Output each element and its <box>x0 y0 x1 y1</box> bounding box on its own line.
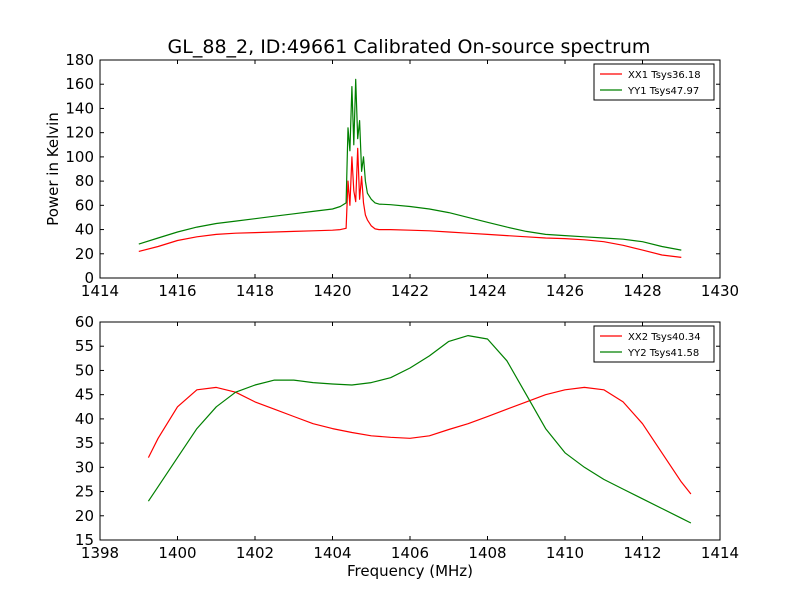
x-tick-label: 1412 <box>623 544 661 562</box>
y-tick-label: 50 <box>75 361 94 379</box>
y-tick-label: 20 <box>75 507 94 525</box>
plot-2: 1398 1400 1402 1404 1406 1408 1410 1412 1414 15 20… <box>75 313 739 580</box>
legend-label: XX2 Tsys40.34 <box>628 332 701 343</box>
y-tick-label: 25 <box>75 483 94 501</box>
x-tick-label: 1420 <box>313 282 351 300</box>
x-tick-label: 1426 <box>546 282 584 300</box>
x-tick-label: 1410 <box>546 544 584 562</box>
series-line-yy1 <box>138 78 682 251</box>
x-tick-label: 1404 <box>313 544 351 562</box>
x-tick-label: 1428 <box>623 282 661 300</box>
y-tick-label: 60 <box>75 313 94 331</box>
x-tick-label: 1414 <box>81 282 119 300</box>
y-tick-label: 30 <box>75 458 94 476</box>
legend-box <box>593 325 715 363</box>
x-tick-label: 1414 <box>701 544 739 562</box>
y-tick-label: 15 <box>75 531 94 549</box>
x-tick-label: 1422 <box>391 282 429 300</box>
x-tick-label: 1424 <box>468 282 506 300</box>
legend-label: YY1 Tsys47.97 <box>627 86 699 97</box>
y-axis-label: Power in Kelvin <box>44 112 62 226</box>
y-tick-label: 160 <box>65 75 94 93</box>
legend: XX2 Tsys40.34 YY2 Tsys41.58 <box>593 325 715 363</box>
x-tick-label: 1416 <box>158 282 196 300</box>
x-tick-label: 1400 <box>158 544 196 562</box>
series-line-xx1 <box>138 147 682 258</box>
y-tick-label: 55 <box>75 337 94 355</box>
x-axis-label: Frequency (MHz) <box>347 562 473 580</box>
y-tick-label: 100 <box>65 148 94 166</box>
series-line-yy2 <box>147 335 692 524</box>
y-tick-label: 80 <box>75 172 94 190</box>
y-tick-label: 40 <box>75 221 94 239</box>
y-tick-label: 60 <box>75 196 94 214</box>
y-tick-label: 20 <box>75 245 94 263</box>
x-tick-label: 1402 <box>236 544 274 562</box>
y-tick-label: 40 <box>75 410 94 428</box>
y-tick-label: 0 <box>84 269 94 287</box>
plot-1: 1414 1416 1418 1420 1422 1424 1426 1428 1430 0 20 4… <box>44 51 739 300</box>
y-tick-label: 45 <box>75 386 94 404</box>
y-tick-label: 35 <box>75 434 94 452</box>
legend-label: YY2 Tsys41.58 <box>627 348 699 359</box>
x-tick-label: 1408 <box>468 544 506 562</box>
x-tick-label: 1430 <box>701 282 739 300</box>
legend: XX1 Tsys36.18 YY1 Tsys47.97 <box>593 63 715 101</box>
x-tick-label: 1398 <box>81 544 119 562</box>
series-line-xx2 <box>147 386 692 495</box>
y-tick-label: 180 <box>65 51 94 69</box>
y-tick-label: 140 <box>65 99 94 117</box>
x-tick-label: 1418 <box>236 282 274 300</box>
y-tick-label: 120 <box>65 124 94 142</box>
legend-box <box>593 63 715 101</box>
legend-label: XX1 Tsys36.18 <box>628 70 701 81</box>
figure-title: GL_88_2, ID:49661 Calibrated On-source s… <box>168 36 651 58</box>
x-tick-label: 1406 <box>391 544 429 562</box>
